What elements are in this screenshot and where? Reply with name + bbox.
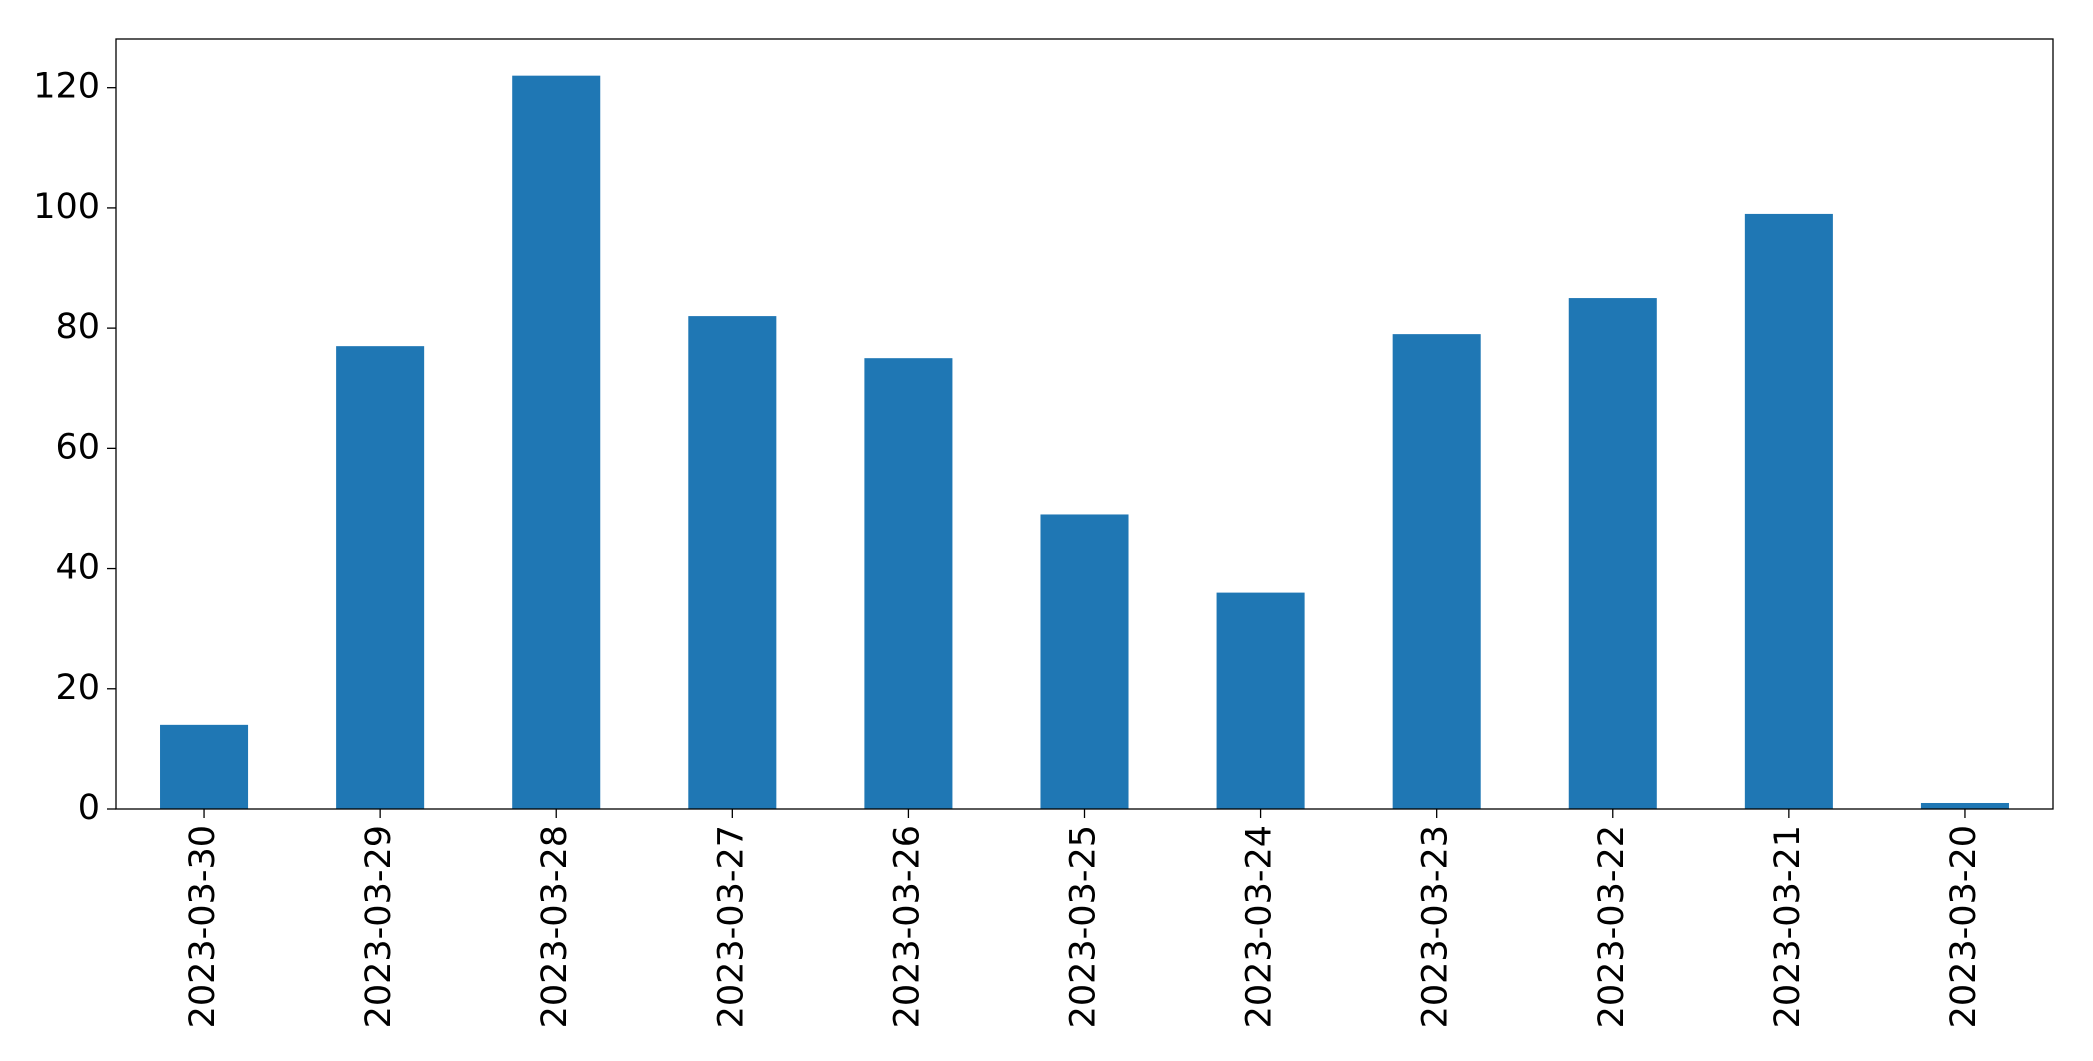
x-tick-label: 2023-03-22 — [1592, 825, 1632, 1028]
bar — [512, 75, 601, 809]
y-tick-label: 120 — [33, 67, 100, 107]
x-tick-label: 2023-03-25 — [1064, 825, 1104, 1028]
y-tick-label: 0 — [78, 788, 100, 828]
bar — [1392, 334, 1481, 809]
bar — [1040, 514, 1129, 809]
bar — [336, 346, 425, 809]
bar — [864, 358, 953, 809]
y-tick-label: 60 — [55, 427, 100, 467]
x-tick-label: 2023-03-23 — [1416, 825, 1456, 1028]
bar — [1568, 298, 1657, 809]
plot-frame — [115, 38, 2054, 810]
y-tick-label: 40 — [55, 548, 100, 588]
x-tick-label: 2023-03-30 — [183, 825, 223, 1028]
x-tick-label: 2023-03-27 — [711, 825, 751, 1028]
y-tick-label: 80 — [55, 307, 100, 347]
bar — [688, 316, 777, 809]
bar — [1920, 802, 2009, 809]
x-tick-label: 2023-03-20 — [1944, 825, 1984, 1028]
x-tick-label: 2023-03-28 — [535, 825, 575, 1028]
x-tick-label: 2023-03-26 — [887, 825, 927, 1028]
bar — [1216, 592, 1305, 809]
x-tick-label: 2023-03-24 — [1240, 825, 1280, 1028]
x-tick-label: 2023-03-21 — [1768, 825, 1808, 1028]
bar — [160, 724, 249, 809]
y-tick-label: 20 — [55, 668, 100, 708]
x-tick-label: 2023-03-29 — [359, 825, 399, 1028]
bar — [1744, 213, 1833, 809]
y-tick-label: 100 — [33, 187, 100, 227]
